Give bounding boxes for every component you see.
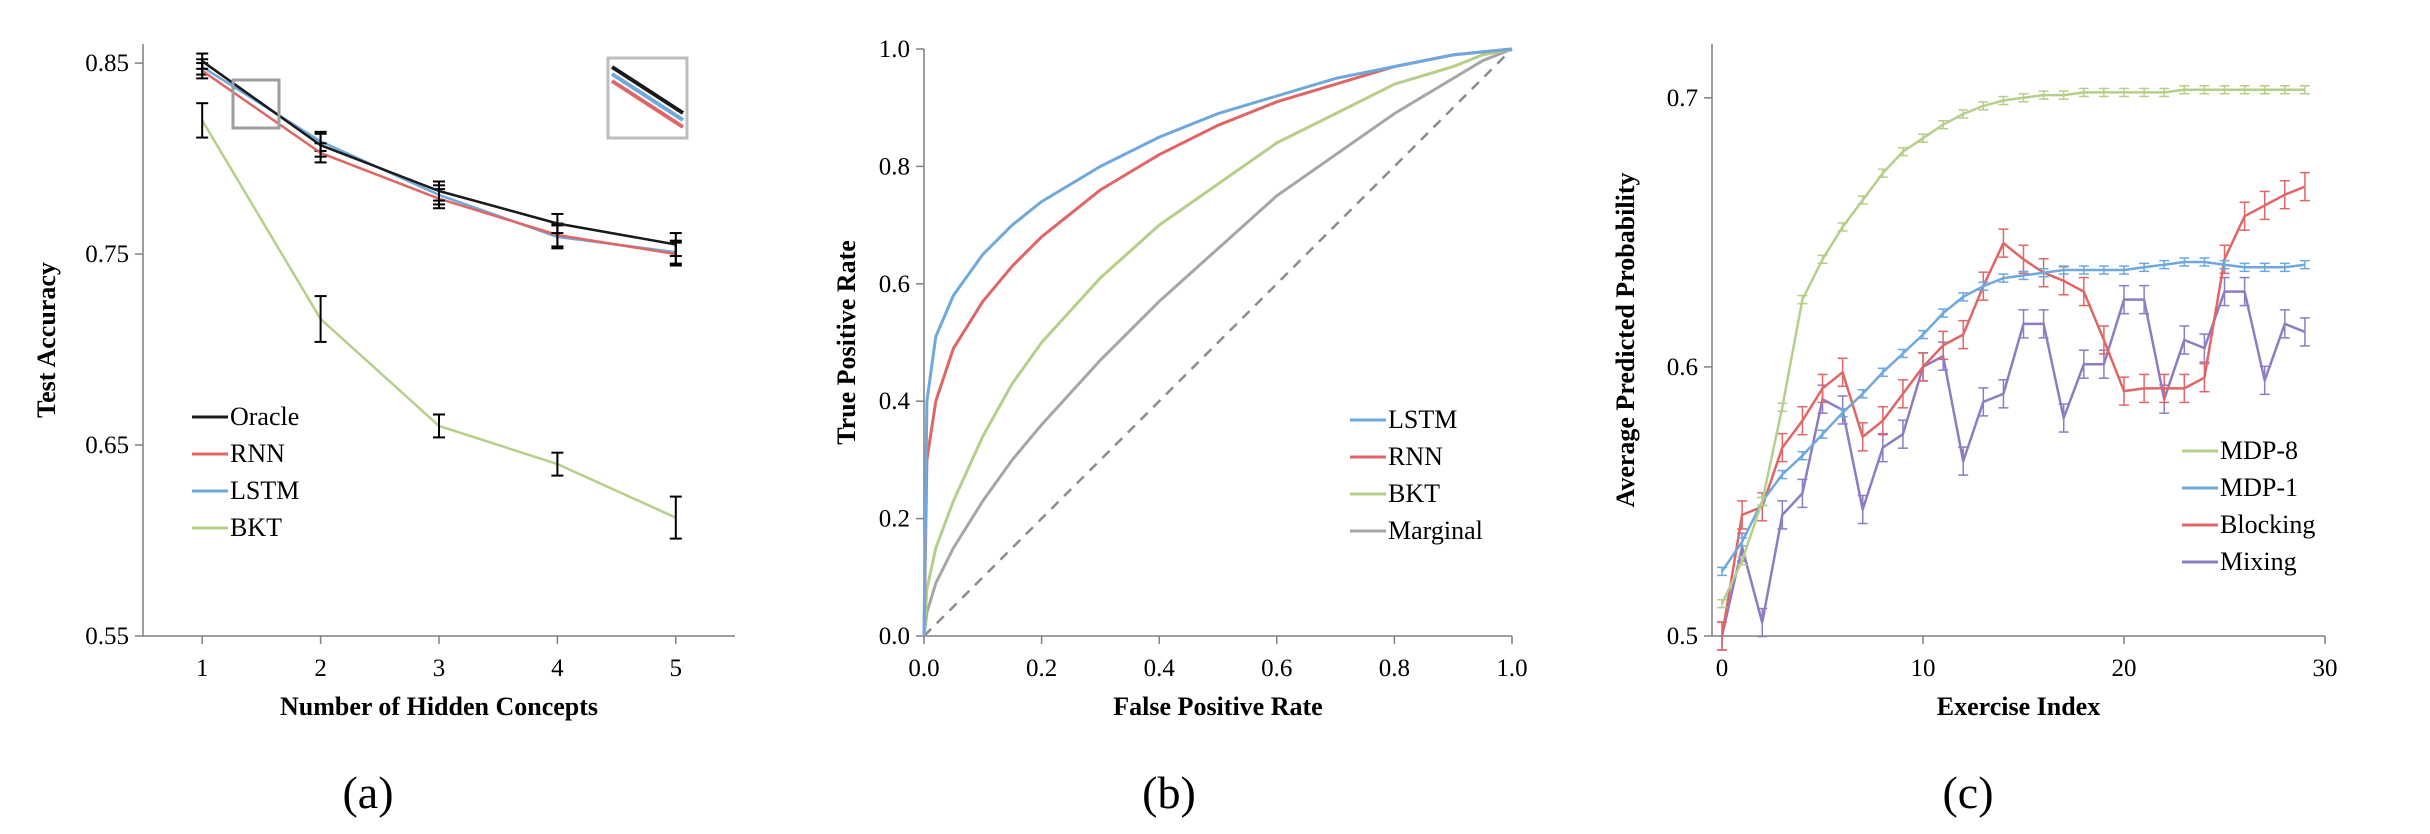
x-tick-label: 4 xyxy=(551,655,564,682)
y-tick-label: 0.5 xyxy=(1667,623,1698,650)
y-tick-label: 1.0 xyxy=(879,36,910,63)
x-tick-label: 5 xyxy=(670,655,683,682)
x-tick-label: 0.2 xyxy=(1026,655,1057,682)
x-axis-label: Number of Hidden Concepts xyxy=(280,692,598,721)
legend-label-bkt: BKT xyxy=(1388,479,1440,508)
series-line-marginal xyxy=(922,47,1513,637)
x-axis-label: False Positive Rate xyxy=(1113,692,1322,721)
y-tick-label: 0.7 xyxy=(1667,85,1698,112)
x-tick-label: 10 xyxy=(1911,655,1936,682)
x-tick-label: 1 xyxy=(196,655,209,682)
x-tick-label: 0 xyxy=(1716,655,1729,682)
zoom-inset-line xyxy=(610,79,685,129)
y-tick-label: 0.2 xyxy=(879,506,910,533)
series-line-lstm xyxy=(201,65,676,254)
legend-label-mdp-1: MDP-1 xyxy=(2220,473,2298,502)
legend-label-rnn: RNN xyxy=(1388,442,1443,471)
legend-label-lstm: LSTM xyxy=(1388,405,1457,434)
zoom-inset-box xyxy=(606,56,689,140)
panel-label: (a) xyxy=(342,767,393,818)
series-line-mdp-8 xyxy=(1720,88,2305,605)
y-tick-label: 0.55 xyxy=(85,623,129,650)
legend-label-mdp-8: MDP-8 xyxy=(2220,436,2298,465)
legend-label-rnn: RNN xyxy=(230,439,285,468)
x-axis-label: Exercise Index xyxy=(1937,692,2100,721)
series-line-rnn xyxy=(201,69,676,256)
chart-panel-b: 0.0 0.2 0.4 0.6 0.8 1.0 0.0 0.2 0.4 0.6 0.8 1.0 Fals… xyxy=(832,36,1528,818)
series-line-lstm xyxy=(922,47,1513,637)
legend-label-lstm: LSTM xyxy=(230,476,299,505)
legend-label-bkt: BKT xyxy=(230,513,282,542)
chance-diagonal-line xyxy=(923,48,1513,637)
y-tick-label: 0.85 xyxy=(85,50,129,77)
y-axis-label: Average Predicted Probability xyxy=(1611,172,1640,507)
chart-panel-a: 1 2 3 4 5 0.55 0.65 0.75 0.85 Number of Hidden Co… xyxy=(32,44,735,818)
y-tick-label: 0.8 xyxy=(879,153,910,180)
series-line-mixing xyxy=(1720,290,2306,637)
y-axis-label: Test Accuracy xyxy=(32,262,61,418)
y-tick-label: 0.0 xyxy=(879,623,910,650)
y-tick-label: 0.65 xyxy=(85,432,129,459)
x-tick-label: 30 xyxy=(2313,655,2338,682)
legend-label-marginal: Marginal xyxy=(1388,516,1483,545)
series-line-bkt xyxy=(922,47,1513,637)
y-tick-label: 0.75 xyxy=(85,241,129,268)
chart-panel-c: 0 10 20 30 0.5 0.6 0.7 Exercise Index Average Pr… xyxy=(1611,44,2338,818)
x-tick-label: 0.8 xyxy=(1379,655,1410,682)
series-line-oracle xyxy=(201,60,677,246)
panel-label: (b) xyxy=(1142,767,1196,818)
series-line-blocking xyxy=(1720,185,2306,637)
x-tick-label: 2 xyxy=(314,655,327,682)
x-tick-label: 0.0 xyxy=(908,655,939,682)
legend-label-blocking: Blocking xyxy=(2220,510,2315,539)
x-tick-label: 0.4 xyxy=(1144,655,1176,682)
y-axis-label: True Positive Rate xyxy=(832,240,861,445)
zoom-inset-line xyxy=(610,72,685,122)
y-tick-label: 0.4 xyxy=(879,388,911,415)
zoom-inset-line xyxy=(610,65,685,115)
y-tick-label: 0.6 xyxy=(879,271,910,298)
x-tick-label: 0.6 xyxy=(1261,655,1292,682)
x-tick-label: 20 xyxy=(2112,655,2137,682)
panel-label: (c) xyxy=(1942,767,1993,818)
y-tick-label: 0.6 xyxy=(1667,354,1698,381)
x-tick-label: 3 xyxy=(433,655,446,682)
zoom-region-box xyxy=(231,78,281,130)
legend-label-oracle: Oracle xyxy=(230,402,299,431)
x-tick-label: 1.0 xyxy=(1496,655,1527,682)
legend-label-mixing: Mixing xyxy=(2220,547,2297,576)
